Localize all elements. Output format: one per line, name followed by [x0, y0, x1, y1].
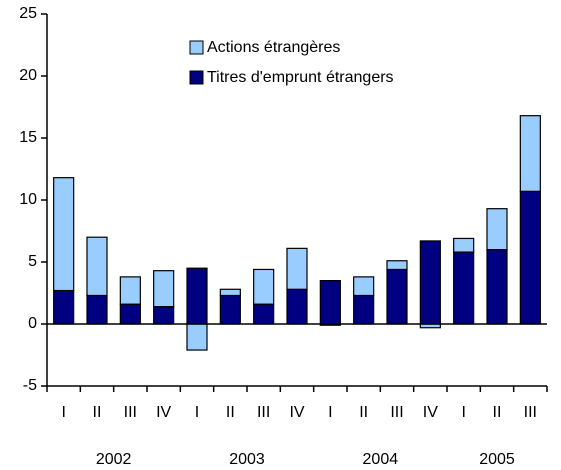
x-group-label: 2005	[479, 451, 515, 468]
x-tick-label: II	[226, 404, 235, 421]
bar-segment	[453, 251, 475, 325]
x-tick-label: I	[61, 404, 65, 421]
bar-segment	[353, 294, 375, 325]
legend-label: Titres d'emprunt étrangers	[207, 69, 394, 86]
bar-segment	[353, 276, 375, 297]
x-tick-label: III	[257, 404, 270, 421]
x-tick-label: III	[390, 404, 403, 421]
x-group-label: 2002	[96, 451, 132, 468]
x-tick-label: I	[461, 404, 465, 421]
bar-segment	[253, 303, 275, 325]
bar-segment	[519, 115, 541, 192]
bar-segment	[53, 289, 75, 325]
x-group-label: 2003	[229, 451, 265, 468]
y-tick-label: 20	[19, 67, 37, 84]
bar-segment	[86, 236, 108, 297]
x-tick-label: III	[524, 404, 537, 421]
bar-segment	[453, 237, 475, 253]
y-tick-label: -5	[23, 377, 37, 394]
x-tick-label: II	[93, 404, 102, 421]
bar-segment	[119, 276, 141, 305]
y-tick-label: 10	[19, 191, 37, 208]
x-tick-label: III	[124, 404, 137, 421]
bar-segment	[186, 267, 208, 325]
x-tick-label: II	[359, 404, 368, 421]
y-tick-label: 15	[19, 129, 37, 146]
bar-segment	[86, 294, 108, 325]
bar-segment	[186, 323, 208, 351]
bar-segment	[253, 268, 275, 305]
y-tick-label: 0	[28, 315, 37, 332]
bar-segment	[219, 288, 241, 297]
bar-segment	[53, 177, 75, 292]
bar-segment	[119, 303, 141, 325]
legend-swatch	[189, 70, 204, 85]
bar-segment	[519, 190, 541, 325]
bar-segment	[286, 247, 308, 290]
bar-segment	[486, 208, 508, 251]
bar-segment	[319, 280, 341, 325]
bar-segment	[386, 268, 408, 325]
legend-swatch	[189, 40, 204, 55]
x-group-label: 2004	[363, 451, 399, 468]
legend-label: Actions étrangères	[207, 39, 340, 56]
y-tick-label: 25	[19, 5, 37, 22]
bar-segment	[153, 306, 175, 325]
bar-segment	[219, 294, 241, 325]
bar-segment	[419, 240, 441, 325]
bar-segment	[486, 249, 508, 325]
y-tick-label: 5	[28, 253, 37, 270]
bar-segment	[286, 288, 308, 325]
bar-segment	[386, 260, 408, 271]
x-tick-label: IV	[289, 404, 304, 421]
x-tick-label: IV	[423, 404, 438, 421]
x-tick-label: I	[328, 404, 332, 421]
x-tick-label: I	[195, 404, 199, 421]
x-tick-label: IV	[156, 404, 171, 421]
bar-segment	[153, 270, 175, 308]
x-tick-label: II	[493, 404, 502, 421]
